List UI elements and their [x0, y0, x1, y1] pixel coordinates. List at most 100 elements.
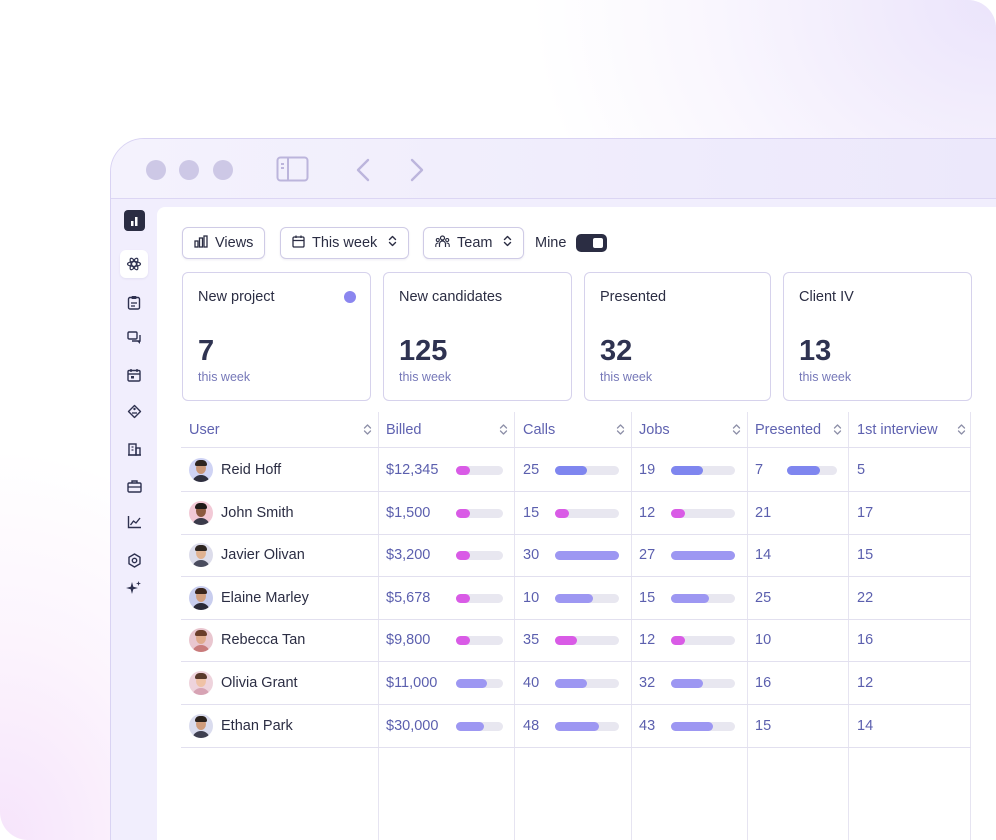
interview-value: 5 — [857, 462, 866, 478]
jobs-progress-bar — [671, 679, 735, 688]
column-divider — [747, 412, 748, 840]
clipboard-icon[interactable] — [120, 288, 148, 316]
sort-chevrons-icon[interactable] — [363, 423, 372, 440]
billed-progress-fill — [456, 466, 471, 475]
briefcase-icon[interactable] — [120, 472, 148, 500]
column-header-jobs[interactable]: Jobs — [639, 412, 747, 448]
column-header-calls[interactable]: Calls — [523, 412, 631, 448]
billed-progress-fill — [456, 721, 485, 731]
calls-value: 48 — [523, 717, 540, 734]
metric-card-new-project[interactable]: New project 7 this week — [182, 272, 371, 401]
billed-progress-fill — [456, 679, 487, 688]
column-header-label: Billed — [386, 422, 422, 438]
user-name: Javier Olivan — [221, 547, 305, 564]
calls-progress-fill — [555, 679, 587, 688]
presented-value: 15 — [755, 717, 772, 734]
calls-progress-bar — [555, 551, 619, 561]
interview-value: 22 — [857, 589, 874, 606]
column-header-billed[interactable]: Billed — [386, 412, 514, 448]
jobs-progress-bar — [671, 593, 735, 603]
interview-value: 15 — [857, 547, 874, 564]
calls-progress-fill — [555, 721, 599, 731]
window-close-dot[interactable] — [146, 160, 166, 180]
metric-card-presented[interactable]: Presented 32 this week — [584, 272, 771, 401]
column-header-user[interactable]: User — [189, 412, 378, 448]
table-row[interactable]: Rebecca Tan $9,800 35 12 10 16 — [181, 619, 971, 663]
window-titlebar — [111, 139, 996, 199]
views-label: Views — [215, 235, 254, 251]
calendar-icon[interactable] — [120, 361, 148, 389]
user-cell[interactable]: Reid Hoff — [189, 449, 281, 491]
billed-progress-fill — [456, 551, 471, 561]
presented-value: 25 — [755, 589, 772, 606]
table-header: User Billed Calls Jobs Presented 1st int… — [181, 412, 971, 448]
sort-chevrons-icon[interactable] — [616, 423, 625, 440]
column-divider — [848, 412, 849, 840]
team-select[interactable]: Team — [423, 227, 525, 259]
window-zoom-dot[interactable] — [213, 160, 233, 180]
presented-value: 14 — [755, 547, 772, 564]
calls-progress-bar — [555, 593, 619, 603]
billed-value: $30,000 — [386, 717, 439, 734]
billed-progress-bar — [456, 636, 503, 646]
period-select[interactable]: This week — [280, 227, 410, 259]
avatar — [189, 543, 213, 568]
building-icon[interactable] — [120, 434, 148, 462]
user-cell[interactable]: Javier Olivan — [189, 534, 305, 576]
jobs-progress-bar — [671, 721, 735, 731]
settings-icon[interactable] — [120, 546, 148, 574]
table-row[interactable]: Reid Hoff $12,345 25 19 7 5 — [181, 449, 971, 492]
calls-progress-fill — [555, 551, 619, 561]
avatar — [189, 713, 213, 738]
column-header-presented[interactable]: Presented — [755, 412, 848, 448]
sort-chevrons-icon[interactable] — [957, 423, 966, 440]
chart-icon[interactable] — [120, 508, 148, 536]
card-value: 125 — [399, 335, 448, 367]
forward-arrow-icon[interactable] — [409, 158, 425, 187]
card-title: New project — [198, 289, 275, 305]
metric-card-client-iv[interactable]: Client IV 13 this week — [783, 272, 972, 401]
table-row[interactable]: Olivia Grant $11,000 40 32 16 12 — [181, 662, 971, 705]
sparkle-icon[interactable] — [120, 574, 148, 602]
column-divider — [631, 412, 632, 840]
sort-chevrons-icon[interactable] — [732, 423, 741, 440]
column-header-label: User — [189, 422, 220, 438]
jobs-value: 43 — [639, 717, 656, 734]
column-header-1st-interview[interactable]: 1st interview — [857, 412, 970, 448]
calls-progress-bar — [555, 508, 619, 518]
user-cell[interactable]: Rebecca Tan — [189, 619, 305, 661]
column-divider — [970, 412, 971, 840]
sidebar-toggle-icon[interactable] — [276, 156, 309, 187]
sort-chevrons-icon[interactable] — [499, 423, 508, 440]
metric-card-new-candidates[interactable]: New candidates 125 this week — [383, 272, 572, 401]
user-cell[interactable]: Ethan Park — [189, 705, 293, 747]
user-cell[interactable]: John Smith — [189, 492, 294, 534]
table-row[interactable]: John Smith $1,500 15 12 21 17 — [181, 492, 971, 535]
jobs-progress-bar — [671, 466, 735, 475]
billed-value: $12,345 — [386, 462, 439, 478]
table-row[interactable]: Elaine Marley $5,678 10 15 25 22 — [181, 577, 971, 620]
sort-chevrons-icon[interactable] — [833, 423, 842, 440]
table-row[interactable]: Javier Olivan $3,200 30 27 14 15 — [181, 534, 971, 578]
main-content: Views This week Team Mine New project — [157, 207, 996, 840]
presented-progress-bar — [787, 466, 837, 475]
sidebar — [111, 199, 157, 840]
ai-flower-icon[interactable] — [120, 250, 148, 278]
calls-value: 30 — [523, 547, 540, 564]
user-name: Reid Hoff — [221, 462, 282, 478]
jobs-value: 32 — [639, 675, 656, 691]
chat-icon[interactable] — [120, 324, 148, 352]
billed-progress-bar — [456, 679, 503, 688]
app-logo-icon[interactable] — [124, 210, 145, 231]
billed-progress-fill — [456, 508, 471, 518]
user-cell[interactable]: Olivia Grant — [189, 662, 298, 704]
jobs-value: 12 — [639, 632, 656, 649]
table-row[interactable]: Ethan Park $30,000 48 43 15 14 — [181, 705, 971, 748]
interview-value: 17 — [857, 504, 874, 521]
back-arrow-icon[interactable] — [355, 158, 371, 187]
mine-toggle[interactable] — [576, 234, 607, 252]
tag-icon[interactable] — [120, 397, 148, 425]
user-cell[interactable]: Elaine Marley — [189, 577, 309, 619]
window-minimize-dot[interactable] — [179, 160, 199, 180]
views-button[interactable]: Views — [182, 227, 266, 259]
